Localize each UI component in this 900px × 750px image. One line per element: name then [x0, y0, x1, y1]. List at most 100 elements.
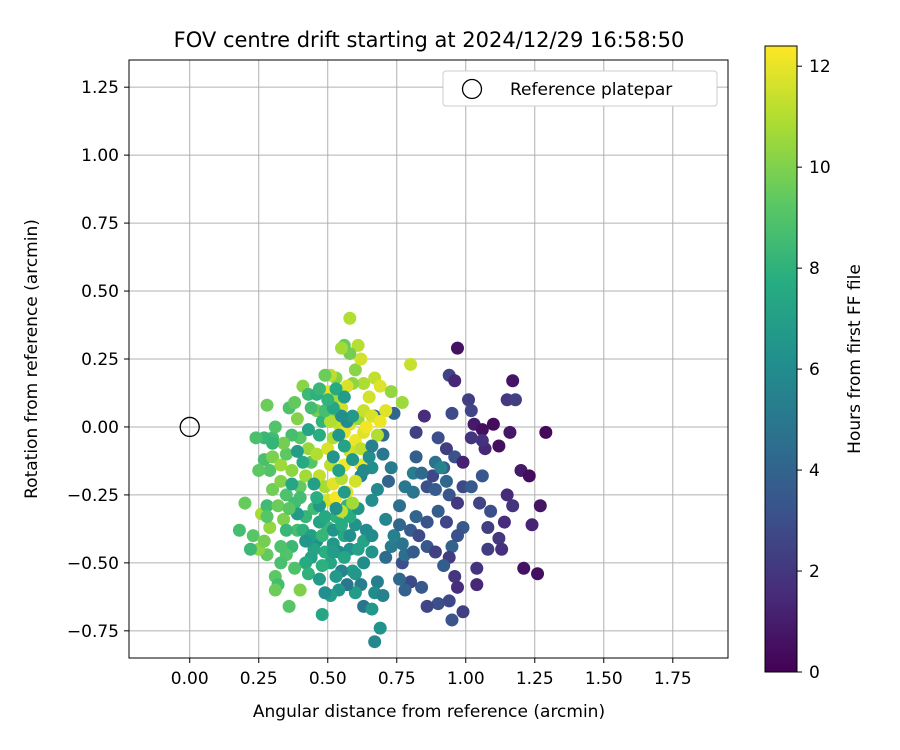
data-point — [359, 420, 373, 434]
data-point — [370, 428, 384, 442]
data-point — [464, 480, 478, 494]
x-tick-label: 1.75 — [654, 669, 692, 689]
x-tick-label: 0.50 — [309, 669, 347, 689]
data-point — [442, 594, 456, 608]
data-point — [337, 439, 351, 453]
colorbar-label: Hours from first FF file — [845, 264, 865, 454]
x-tick-label: 0.00 — [171, 669, 209, 689]
data-point — [351, 542, 365, 556]
x-tick-label: 1.00 — [447, 669, 485, 689]
data-point — [539, 425, 553, 439]
data-point — [307, 542, 321, 556]
data-point — [268, 583, 282, 597]
data-point — [365, 529, 379, 543]
grid-lines — [129, 60, 728, 658]
data-point — [307, 477, 321, 491]
data-point — [368, 635, 382, 649]
data-point — [279, 523, 293, 537]
y-tick-label: 1.00 — [81, 146, 119, 166]
data-point — [481, 542, 495, 556]
data-point — [293, 583, 307, 597]
data-point — [420, 599, 434, 613]
data-point — [503, 425, 517, 439]
data-point — [340, 379, 354, 393]
x-tick-label: 1.25 — [516, 669, 554, 689]
data-point — [299, 534, 313, 548]
data-point — [365, 493, 379, 507]
data-point — [279, 447, 293, 461]
y-tick-label: −0.50 — [67, 554, 119, 574]
data-point — [293, 491, 307, 505]
data-point — [351, 338, 365, 352]
data-point — [522, 469, 536, 483]
data-point — [517, 561, 531, 575]
colorbar-tick-label: 12 — [809, 57, 831, 77]
data-point — [442, 488, 456, 502]
data-point — [370, 575, 384, 589]
data-point — [354, 352, 368, 366]
data-point — [290, 444, 304, 458]
x-axis: 0.00 0.25 0.50 0.75 1.00 1.25 1.50 1.75 — [171, 658, 692, 689]
data-point — [445, 406, 459, 420]
data-point — [362, 450, 376, 464]
data-point — [282, 599, 296, 613]
data-point — [288, 395, 302, 409]
data-point — [346, 453, 360, 467]
data-point — [266, 482, 280, 496]
data-point — [318, 586, 332, 600]
data-point — [387, 529, 401, 543]
data-point — [450, 580, 464, 594]
data-point — [373, 379, 387, 393]
y-tick-label: 0.25 — [81, 350, 119, 370]
data-point — [431, 431, 445, 445]
data-point — [456, 605, 470, 619]
data-point — [409, 450, 423, 464]
data-point — [497, 515, 511, 529]
data-point — [531, 567, 545, 581]
data-point — [417, 409, 431, 423]
data-point — [357, 556, 371, 570]
data-point — [450, 341, 464, 355]
data-point — [318, 368, 332, 382]
data-point — [329, 382, 343, 396]
data-point — [384, 385, 398, 399]
data-point — [464, 431, 478, 445]
data-point — [486, 417, 500, 431]
data-point — [384, 461, 398, 475]
data-point — [332, 428, 346, 442]
data-point — [533, 499, 547, 513]
data-point — [439, 474, 453, 488]
data-point — [450, 496, 464, 510]
data-point — [450, 529, 464, 543]
data-point — [475, 469, 489, 483]
data-point — [384, 540, 398, 554]
data-point — [439, 515, 453, 529]
data-point — [260, 398, 274, 412]
data-point — [271, 499, 285, 513]
data-point — [274, 540, 288, 554]
data-point — [365, 545, 379, 559]
data-point — [324, 415, 338, 429]
data-point — [310, 447, 324, 461]
data-point — [357, 463, 371, 477]
data-point — [426, 469, 440, 483]
y-tick-label: −0.25 — [67, 486, 119, 506]
legend: Reference platepar — [442, 70, 718, 107]
x-axis-label: Angular distance from reference (arcmin) — [253, 702, 605, 722]
data-point — [379, 550, 393, 564]
data-point — [260, 510, 274, 524]
data-point — [348, 363, 362, 377]
data-point — [274, 556, 288, 570]
y-tick-label: 1.25 — [81, 78, 119, 98]
data-point — [310, 491, 324, 505]
data-point — [312, 382, 326, 396]
data-point — [473, 496, 487, 510]
data-point — [346, 496, 360, 510]
data-point — [329, 502, 343, 515]
data-point — [406, 485, 420, 499]
data-point — [346, 409, 360, 423]
data-point — [335, 518, 349, 532]
data-point — [365, 439, 379, 453]
data-point — [252, 463, 266, 477]
